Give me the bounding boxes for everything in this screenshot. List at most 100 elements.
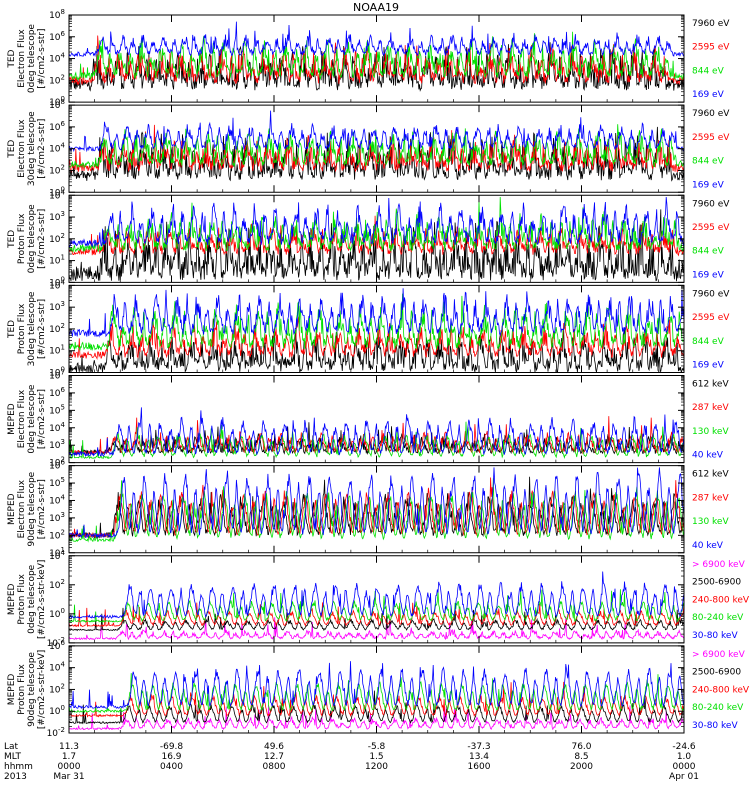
series-7-5 [69, 571, 684, 619]
y-axis-label: MEPED [7, 583, 17, 615]
y-tick-label: 104 [49, 493, 65, 506]
x-tick-label: 0000 [58, 762, 81, 772]
y-tick-label: 102 [49, 73, 65, 86]
series-3-4 [69, 196, 684, 249]
x-tick-label: 13.4 [469, 752, 489, 762]
y-tick-label: 101 [49, 546, 65, 559]
legend-entry: 130 keV [692, 427, 729, 437]
y-tick-label: 104 [49, 142, 65, 155]
y-tick-label: 103 [49, 210, 65, 223]
panel-1: 100 102 104 106 108 TED Electron Flux 0deg tele… [7, 8, 730, 108]
y-tick-label: 104 [49, 549, 65, 562]
y-tick-label: 100 [49, 275, 65, 288]
panel-6-data [69, 467, 684, 543]
x-tick-label: 1.0 [677, 752, 692, 762]
y-axis-label: MEPED [7, 493, 17, 525]
panel-1-data [69, 21, 684, 92]
y-tick-label: 105 [49, 403, 65, 416]
series-2-3 [69, 124, 684, 169]
y-tick-label: 108 [49, 98, 65, 111]
series-6-1 [69, 476, 684, 540]
y-tick-label: 102 [49, 232, 65, 245]
panel-3: 100 101 102 103 104 TED Proton Flux 0deg telesc… [7, 188, 730, 288]
y-axis-label: TED [7, 230, 17, 249]
y-tick-label: 102 [49, 682, 65, 695]
legend-entry: 844 eV [692, 337, 725, 347]
y-tick-label: 104 [49, 278, 65, 291]
x-tick-label: 1.5 [369, 752, 383, 762]
y-tick-label: 102 [49, 456, 65, 469]
y-tick-label: 104 [49, 52, 65, 65]
legend-entry: 612 keV [692, 470, 729, 480]
legend-entry: 287 keV [692, 403, 729, 413]
y-tick-label: 108 [49, 8, 65, 21]
legend-entry: 2500-6900 [692, 578, 741, 588]
x-tick-label: -24.6 [672, 742, 696, 752]
legend-entry: 130 keV [692, 517, 729, 527]
y-axis-label: [#/cm2-s-str] [37, 389, 47, 449]
panel-4-data [69, 288, 684, 373]
series-1-1 [69, 42, 684, 92]
y-tick-label: 106 [49, 386, 65, 399]
panel-5: 102 103 104 105 106 107 MEPED Electron Flux 0deg… [7, 369, 729, 469]
panel-3-data [69, 196, 684, 282]
series-7-3 [69, 602, 684, 628]
x-tick-label: 1200 [365, 762, 388, 772]
y-axis-label: 30deg telescope [27, 111, 37, 186]
y-axis-label: Electron Flux [17, 389, 27, 448]
series-7-4 [69, 589, 684, 623]
y-axis-label: Electron Flux [17, 479, 27, 538]
x-tick-label: -69.8 [160, 742, 184, 752]
x-tick-label: -37.3 [467, 742, 490, 752]
legend-entry: 844 eV [692, 247, 725, 257]
y-axis-label: [#/cm2-s-str] [37, 479, 47, 539]
x-tick-label: 16.9 [161, 752, 181, 762]
y-axis-label: MEPED [7, 674, 17, 706]
series-8-1 [69, 705, 684, 731]
x-tick-label: 49.6 [264, 742, 284, 752]
y-tick-label: 103 [49, 511, 65, 524]
legend-entry: 2595 eV [692, 313, 730, 323]
y-axis-label: [#/cm2-s-str] [37, 299, 47, 359]
legend-entry: 169 eV [692, 270, 725, 280]
y-axis-label: [#/cm2-s-str] [37, 209, 47, 269]
y-tick-label: 102 [49, 528, 65, 541]
panel-2: 100 102 104 106 108 TED Electron Flux 30deg tel… [7, 98, 730, 198]
y-axis-label: Proton Flux [17, 663, 27, 714]
x-row-label: Lat [4, 742, 19, 752]
legend-entry: 169 eV [692, 180, 725, 190]
y-axis-label: TED [7, 320, 17, 339]
y-tick-label: 106 [49, 639, 65, 652]
x-row-label: MLT [4, 752, 22, 762]
series-6-4 [69, 467, 684, 539]
panel-5-data [69, 407, 684, 460]
x-tick-label: 76.0 [571, 742, 591, 752]
y-tick-label: 106 [49, 120, 65, 133]
panel-7-data [69, 571, 684, 641]
y-axis-label: 90deg telescope [27, 471, 37, 546]
legend-entry: 30-80 keV [692, 631, 738, 641]
legend-entry: 240-800 keV [692, 685, 750, 695]
x-tick-label: Apr 01 [669, 772, 699, 782]
y-tick-label: 102 [49, 322, 65, 335]
y-axis-label: 90deg telescope [27, 652, 37, 727]
y-tick-label: 102 [49, 578, 65, 591]
legend-entry: 7960 eV [692, 19, 730, 29]
legend-entry: 240-800 keV [692, 595, 750, 605]
y-axis-label: [#/cm2-s-str] [37, 28, 47, 88]
legend-entry: 2595 eV [692, 223, 730, 233]
legend-entry: 844 eV [692, 157, 725, 167]
y-tick-label: 106 [49, 30, 65, 43]
y-tick-label: 103 [49, 438, 65, 451]
legend-entry: 612 keV [692, 380, 729, 390]
y-tick-label: 100 [49, 704, 65, 717]
y-axis-label: 0deg telescope [27, 24, 37, 94]
series-7-2 [69, 606, 684, 632]
legend-entry: 80-240 keV [692, 703, 744, 713]
series-4-4 [69, 288, 684, 338]
legend-entry: 40 keV [692, 541, 724, 551]
legend-entry: 7960 eV [692, 199, 730, 209]
